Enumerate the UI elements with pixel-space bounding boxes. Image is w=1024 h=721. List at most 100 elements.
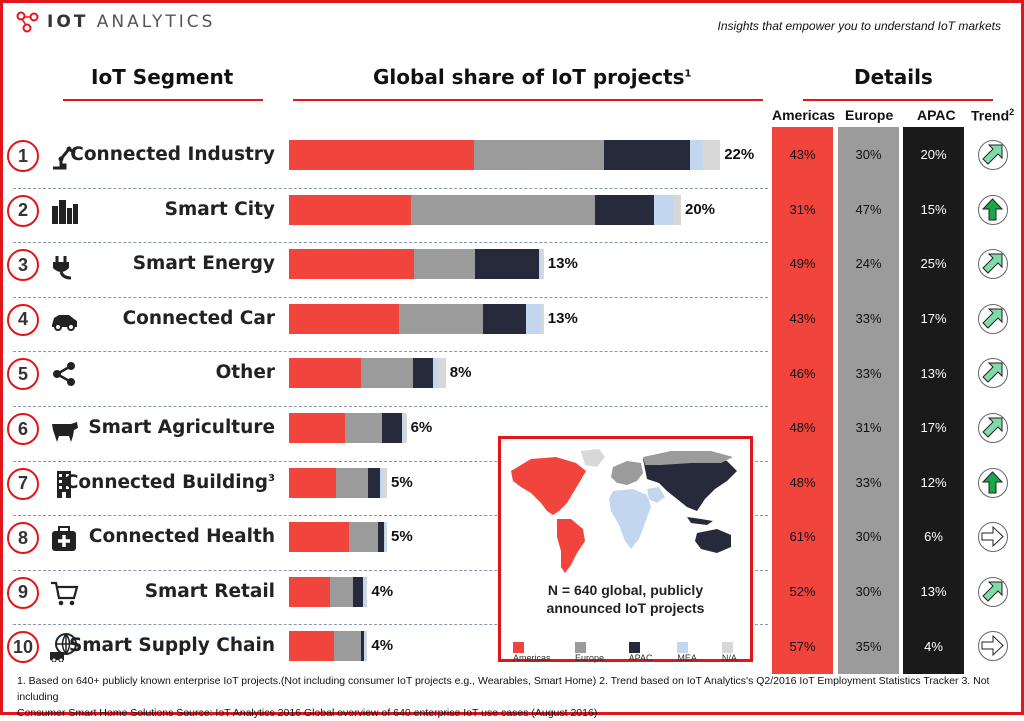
cell-apac: 13% — [903, 563, 964, 620]
bar-segment-mea — [380, 467, 384, 498]
col-europe: Europe — [845, 107, 894, 123]
bar-segment-americas — [289, 358, 362, 389]
rank-number: 1 — [7, 140, 39, 172]
rank-number: 4 — [7, 303, 39, 336]
map-caption: N = 640 global, publicly announced IoT p… — [546, 582, 705, 616]
rank-number: 7 — [7, 467, 39, 500]
row-separator — [13, 242, 768, 244]
bar-segment-americas — [289, 140, 475, 170]
row-separator — [13, 515, 768, 517]
trend-up-right-arrow — [982, 308, 1003, 329]
cell-europe: 31% — [838, 400, 899, 456]
trend-up-right-arrow — [982, 581, 1003, 602]
cell-americas: 61% — [772, 509, 833, 565]
bar-segment-na — [437, 358, 446, 389]
cell-americas: 46% — [772, 345, 833, 401]
bar-segment-europe — [329, 576, 354, 607]
bar-segment-europe — [345, 413, 382, 443]
segment-label: Connected Industry — [70, 144, 275, 165]
cell-apac: 4% — [903, 618, 964, 674]
share-header-rule — [293, 99, 763, 101]
cell-europe: 30% — [838, 127, 899, 183]
stacked-bar — [289, 249, 544, 280]
map-europe — [611, 461, 643, 485]
stacked-bar — [289, 631, 368, 662]
trend-right-arrow — [981, 635, 1004, 657]
row-separator — [13, 296, 768, 298]
tagline: Insights that empower you to understand … — [717, 19, 1001, 33]
segment-rows: 1 Connected Industry 22% 43% 30% 20% 2 Smart Ci… — [3, 3, 1024, 718]
share-header: Global share of IoT projects1 — [373, 65, 692, 89]
share-label: 13% — [547, 309, 578, 327]
bar-segment-europe — [398, 303, 483, 334]
stacked-bar — [289, 522, 387, 553]
cell-americas: 48% — [772, 400, 833, 456]
cell-americas: 49% — [772, 236, 833, 292]
share-label: 6% — [410, 419, 433, 436]
cell-europe: 47% — [838, 181, 899, 238]
bar-segment-na — [383, 467, 387, 498]
cell-apac: 6% — [903, 509, 964, 565]
rank-number: 8 — [7, 522, 39, 555]
bar-segment-americas — [289, 631, 334, 662]
bar-segment-americas — [289, 249, 414, 280]
cell-apac: 12% — [903, 454, 964, 511]
bar-segment-na — [385, 522, 387, 553]
col-apac: APAC — [917, 107, 956, 123]
bar-segment-europe — [410, 194, 595, 225]
bar-segment-mea — [364, 631, 366, 662]
cell-americas: 43% — [772, 127, 833, 183]
bar-segment-na — [541, 303, 544, 334]
cell-americas: 31% — [772, 181, 833, 238]
share-label: 22% — [724, 146, 755, 163]
share-label: 20% — [685, 200, 716, 218]
rank-number: 6 — [7, 413, 39, 445]
trend-icon — [978, 303, 1008, 334]
stacked-bar — [289, 303, 544, 334]
bar-segment-na — [541, 249, 544, 280]
bar-segment-americas — [289, 522, 349, 553]
share-label: 4% — [371, 582, 394, 600]
bar-segment-mea — [538, 249, 542, 280]
map-russia — [643, 451, 733, 465]
rank-number: 2 — [7, 194, 39, 227]
legend-item: Europe — [574, 642, 617, 663]
plug-icon — [49, 250, 79, 280]
robot-arm-icon — [49, 141, 79, 171]
bar-segment-americas — [289, 576, 330, 607]
bar-segment-apac — [603, 140, 690, 170]
segment-header-rule — [63, 99, 263, 101]
trend-icon — [978, 522, 1008, 553]
bar-segment-americas — [289, 467, 337, 498]
bar-segment-mea — [653, 194, 674, 225]
map-legend: Americas Europe APAC MEA N/A — [513, 642, 750, 663]
segment-label: Smart City — [164, 198, 275, 220]
cell-apac: 15% — [903, 181, 964, 238]
map-greenland — [581, 449, 605, 467]
bar-segment-americas — [289, 413, 346, 443]
bar-segment-europe — [348, 522, 379, 553]
bar-segment-mea — [384, 522, 386, 553]
segment-header: IoT Segment — [91, 65, 234, 89]
world-map — [511, 449, 737, 573]
trend-up-right-arrow — [982, 144, 1003, 165]
trend-up-right-arrow — [982, 362, 1003, 384]
bar-segment-mea — [363, 576, 366, 607]
map-apac — [643, 453, 737, 511]
share-icon — [49, 359, 79, 389]
world-map-panel: N = 640 global, publicly announced IoT p… — [498, 436, 753, 663]
bar-segment-apac — [474, 249, 539, 280]
trend-icon — [978, 631, 1008, 662]
building-icon — [49, 469, 79, 499]
stacked-bar — [289, 576, 368, 607]
row-separator — [13, 460, 768, 462]
map-americas-north — [511, 457, 586, 515]
map-middle-east — [647, 487, 665, 503]
legend-item: Americas — [513, 642, 563, 663]
stacked-bar — [289, 140, 721, 170]
cell-americas: 48% — [772, 454, 833, 511]
cell-americas: 57% — [772, 618, 833, 674]
trend-up-arrow — [981, 197, 1004, 221]
legend-item: APAC — [628, 642, 666, 663]
legend-item: MEA — [677, 642, 710, 663]
